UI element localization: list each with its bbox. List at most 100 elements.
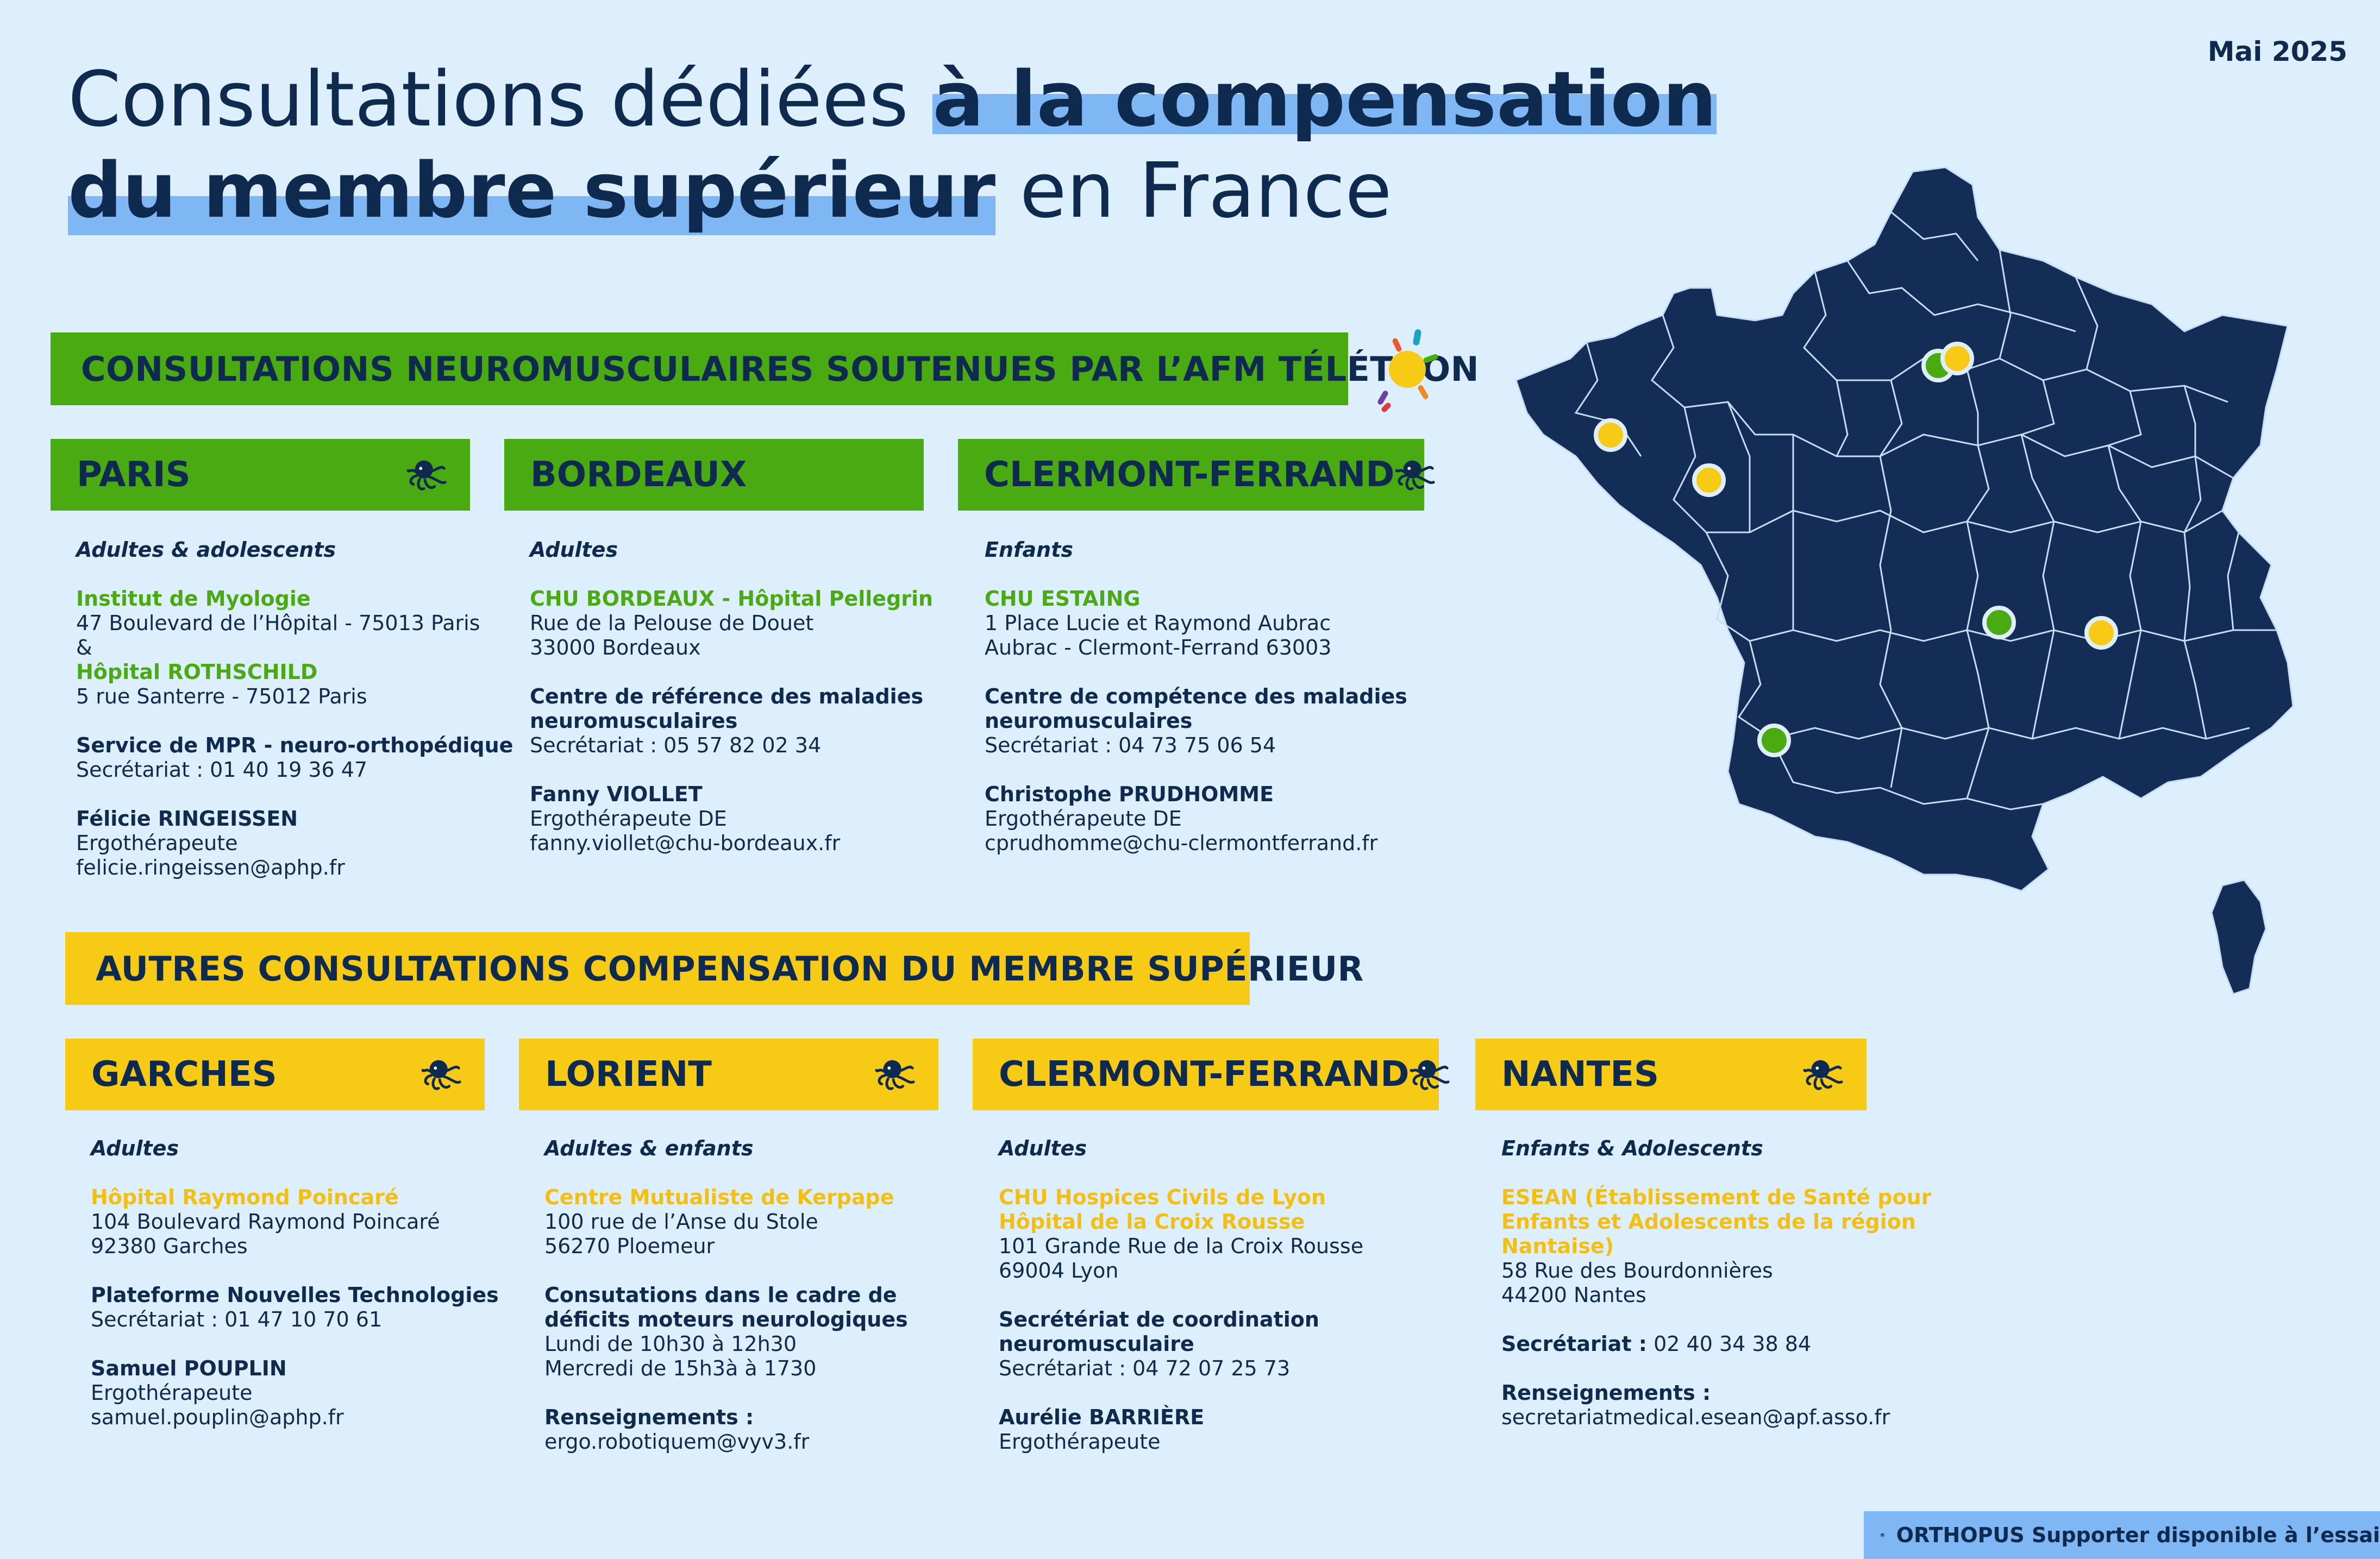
service-name: Plateforme Nouvelles Technologies xyxy=(91,1283,499,1307)
city-header-garches: GARCHES xyxy=(65,1039,485,1110)
audience: Adultes & adolescents xyxy=(76,538,336,562)
info-label: Renseignements : xyxy=(544,1405,754,1429)
contact-role: Ergothérapeute DE xyxy=(530,807,727,831)
city-header-clermont-adultes: CLERMONT-FERRAND xyxy=(973,1039,1439,1110)
institution-name: Institut de Myologie xyxy=(76,587,311,611)
service-name: neuromusculaire xyxy=(999,1332,1194,1356)
city-name: CLERMONT-FERRAND xyxy=(999,1054,1410,1095)
secretariat-phone: Secrétariat : 02 40 34 38 84 xyxy=(1501,1332,1931,1356)
octopus-icon xyxy=(1409,1055,1451,1094)
secretariat-label: Secrétariat : xyxy=(1501,1332,1647,1356)
secretariat-phone: Secrétariat : 05 57 82 02 34 xyxy=(530,733,822,757)
secretariat-phone: Secrétariat : 01 47 10 70 61 xyxy=(91,1307,383,1331)
opening-hours: Mercredi de 15h3à à 1730 xyxy=(544,1356,817,1380)
city-header-lorient: LORIENT xyxy=(519,1039,938,1110)
institution-name: Hôpital de la Croix Rousse xyxy=(999,1210,1305,1234)
contact-name: Aurélie BARRIÈRE xyxy=(999,1405,1205,1429)
institution-name: Centre Mutualiste de Kerpape xyxy=(544,1185,894,1209)
card-bordeaux: Adultes CHU BORDEAUX - Hôpital Pellegrin… xyxy=(530,538,933,856)
contact-email[interactable]: cprudhomme@chu-clermontferrand.fr xyxy=(985,831,1378,855)
address-line: 104 Boulevard Raymond Poincaré xyxy=(91,1210,440,1234)
publication-date: Mai 2025 xyxy=(2207,36,2347,67)
audience: Adultes xyxy=(999,1136,1087,1160)
contact-email[interactable]: samuel.pouplin@aphp.fr xyxy=(91,1405,344,1429)
card-nantes: Enfants & Adolescents ESEAN (Établisseme… xyxy=(1501,1136,1931,1430)
page-title: Consultations dédiées à la compensation … xyxy=(68,54,1717,237)
octopus-icon xyxy=(1802,1055,1845,1094)
section-title-afm: CONSULTATIONS NEUROMUSCULAIRES SOUTENUES… xyxy=(81,349,1480,389)
address-line: 44200 Nantes xyxy=(1501,1283,1646,1307)
audience: Adultes xyxy=(530,538,618,562)
service-name: Centre de compétence des maladies xyxy=(985,684,1407,708)
contact-role: Ergothérapeute xyxy=(999,1430,1161,1454)
address-line: 100 rue de l’Anse du Stole xyxy=(544,1210,818,1234)
card-clermont-adultes: Adultes CHU Hospices Civils de Lyon Hôpi… xyxy=(999,1136,1363,1454)
institution-name: CHU BORDEAUX - Hôpital Pellegrin xyxy=(530,587,934,611)
marker-clermont-green xyxy=(1982,606,2016,639)
address-line: 92380 Garches xyxy=(91,1234,248,1258)
institution-name: Enfants et Adolescents de la région xyxy=(1501,1210,1916,1234)
address-line: 33000 Bordeaux xyxy=(530,636,701,659)
city-name: NANTES xyxy=(1501,1054,1659,1095)
marker-bordeaux-green xyxy=(1757,724,1791,757)
octopus-icon xyxy=(1880,1518,1886,1552)
france-mainland-shape xyxy=(1515,166,2294,892)
contact-email[interactable]: ergo.robotiquem@vyv3.fr xyxy=(544,1430,810,1454)
service-name: neuromusculaires xyxy=(985,709,1193,733)
octopus-icon xyxy=(421,1055,463,1094)
footer-text: ORTHOPUS Supporter disponible à l’essai xyxy=(1896,1523,2380,1547)
institution-name: Hôpital Raymond Poincaré xyxy=(91,1185,399,1209)
city-name: BORDEAUX xyxy=(530,455,747,495)
title-highlight-2: du membre supérieur xyxy=(68,147,996,235)
address-line: Rue de la Pelouse de Douet xyxy=(530,611,814,635)
contact-email[interactable]: secretariatmedical.esean@apf.asso.fr xyxy=(1501,1405,1890,1429)
section-title-others: AUTRES CONSULTATIONS COMPENSATION DU MEM… xyxy=(96,948,1364,989)
audience: Adultes xyxy=(91,1136,179,1160)
contact-name: Fanny VIOLLET xyxy=(530,782,703,806)
secretariat-phone: Secrétariat : 04 73 75 06 54 xyxy=(985,733,1276,757)
city-header-nantes: NANTES xyxy=(1475,1039,1867,1110)
institution-name: ESEAN (Établissement de Santé pour xyxy=(1501,1185,1932,1209)
service-name: Consutations dans le cadre de xyxy=(544,1283,897,1307)
contact-email[interactable]: fanny.viollet@chu-bordeaux.fr xyxy=(530,831,841,855)
contact-name: Christophe PRUDHOMME xyxy=(985,782,1274,806)
marker-garches-yellow xyxy=(1940,342,1974,375)
address-line: 56270 Ploemeur xyxy=(544,1234,715,1258)
service-name: neuromusculaires xyxy=(530,709,738,733)
opening-hours: Lundi de 10h30 à 12h30 xyxy=(544,1332,797,1356)
institution-name: CHU Hospices Civils de Lyon xyxy=(999,1185,1326,1209)
address-line: 69004 Lyon xyxy=(999,1259,1119,1283)
city-name: CLERMONT-FERRAND xyxy=(984,455,1395,495)
service-name: déficits moteurs neurologiques xyxy=(544,1307,908,1331)
octopus-icon xyxy=(1394,455,1437,494)
city-header-bordeaux: BORDEAUX xyxy=(504,439,924,511)
section-banner-others: AUTRES CONSULTATIONS COMPENSATION DU MEM… xyxy=(65,932,1363,1005)
address-line: 101 Grande Rue de la Croix Rousse xyxy=(999,1234,1364,1258)
card-clermont-enfants: Enfants CHU ESTAING 1 Place Lucie et Ray… xyxy=(985,538,1407,856)
contact-role: Ergothérapeute xyxy=(76,831,238,855)
address-line: 58 Rue des Bourdonnières xyxy=(1501,1259,1773,1283)
institution-name: CHU ESTAING xyxy=(985,587,1141,611)
address-line: 5 rue Santerre - 75012 Paris xyxy=(76,684,367,708)
octopus-icon xyxy=(874,1055,917,1094)
ampersand: & xyxy=(76,636,92,659)
city-header-clermont-enfants: CLERMONT-FERRAND xyxy=(958,439,1424,511)
title-part-4: en France xyxy=(995,147,1392,235)
section-banner-afm: CONSULTATIONS NEUROMUSCULAIRES SOUTENUES… xyxy=(51,332,1479,405)
institution-name: Nantaise) xyxy=(1501,1234,1614,1258)
secretariat-value: 02 40 34 38 84 xyxy=(1647,1332,1812,1356)
secretariat-phone: Secrétariat : 01 40 19 36 47 xyxy=(76,758,368,782)
card-paris: Adultes & adolescents Institut de Myolog… xyxy=(76,538,513,880)
department-borders xyxy=(1574,211,2277,810)
city-name: LORIENT xyxy=(545,1054,712,1095)
audience: Adultes & enfants xyxy=(544,1136,754,1160)
marker-lorient-yellow xyxy=(1594,418,1627,452)
institution-name: Hôpital ROTHSCHILD xyxy=(76,660,318,684)
service-name: Service de MPR - neuro-orthopédique xyxy=(76,733,513,757)
address-line: 47 Boulevard de l’Hôpital - 75013 Paris xyxy=(76,611,480,635)
audience: Enfants & Adolescents xyxy=(1501,1136,1763,1160)
contact-name: Samuel POUPLIN xyxy=(91,1356,287,1380)
afm-telethon-logo xyxy=(1377,329,1438,412)
contact-role: Ergothérapeute xyxy=(91,1381,253,1405)
contact-email[interactable]: felicie.ringeissen@aphp.fr xyxy=(76,856,345,879)
